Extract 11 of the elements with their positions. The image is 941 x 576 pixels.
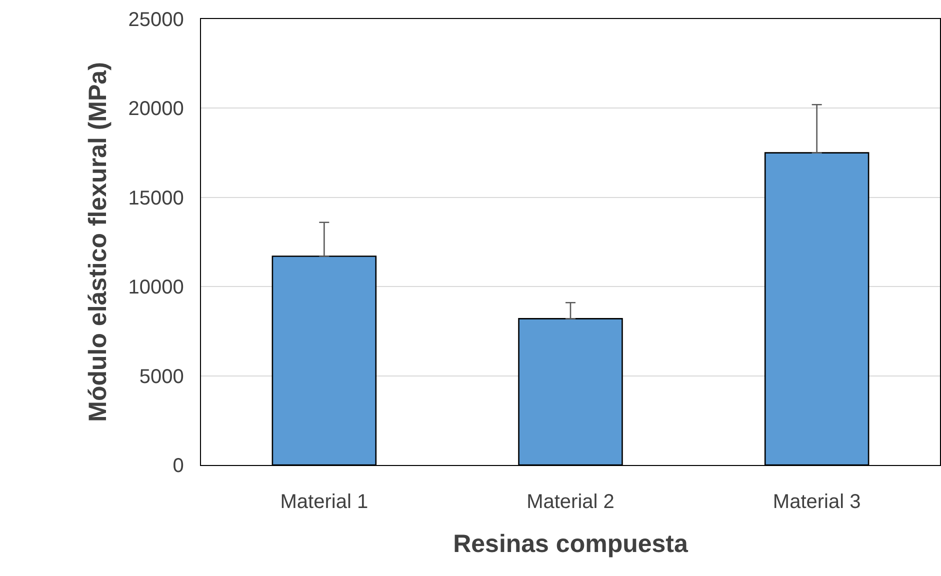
x-tick-label: Material 1 xyxy=(280,491,368,514)
y-tick-label: 0 xyxy=(172,455,184,477)
x-tick-label: Material 2 xyxy=(526,491,614,514)
y-tick-label: 20000 xyxy=(128,98,184,120)
y-axis-title: Módulo elástico flexural (MPa) xyxy=(84,62,112,422)
y-tick-label: 5000 xyxy=(139,366,184,388)
y-tick-label: 15000 xyxy=(128,187,184,210)
y-tick-label: 25000 xyxy=(128,9,184,31)
y-tick-label: 10000 xyxy=(128,276,184,299)
x-tick-label: Material 3 xyxy=(772,491,861,514)
x-axis-title: Resinas compuesta xyxy=(453,530,689,558)
